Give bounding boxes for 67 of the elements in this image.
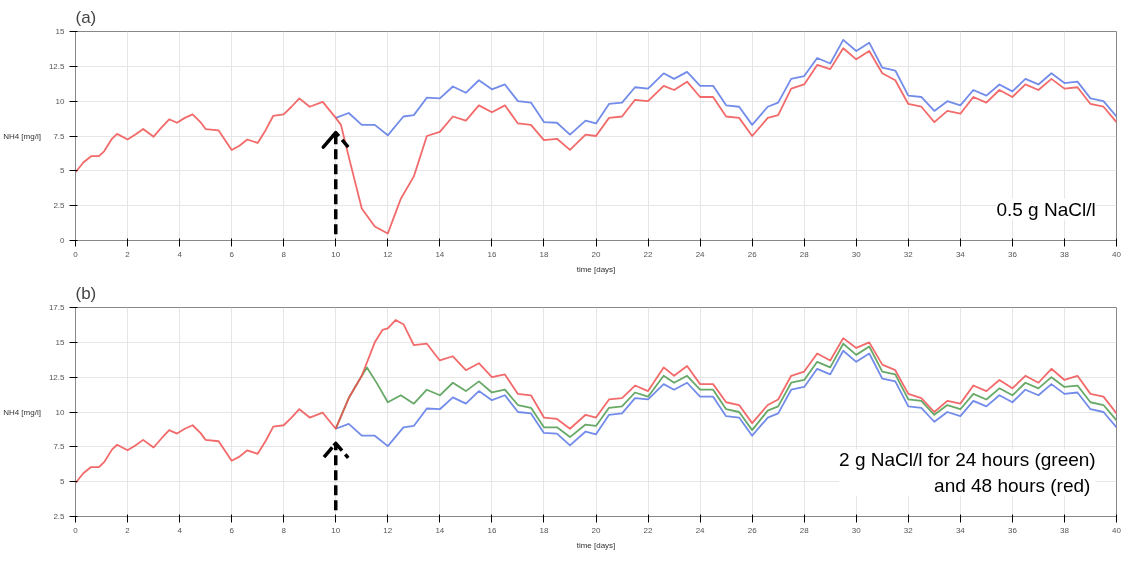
y-tick-label: 10 — [55, 407, 66, 417]
x-tick-label: 30 — [851, 525, 862, 535]
x-tick-label: 8 — [281, 249, 287, 259]
y-tick-label: 12.5 — [48, 61, 66, 71]
x-tick-label: 18 — [539, 525, 549, 535]
x-tick-label: 20 — [591, 525, 601, 535]
annotation: 2 g NaCl/l for 24 hours (green) and 48 hours (red) — [839, 449, 1096, 496]
x-tick-label: 40 — [1112, 525, 1122, 535]
x-tick-label: 2 — [125, 525, 131, 535]
y-tick-label: 12.5 — [48, 372, 66, 382]
x-tick-label: 6 — [229, 525, 235, 535]
y-tick-label: 5 — [60, 477, 66, 487]
x-tick-label: 2 — [125, 249, 131, 259]
x-tick-label: 12 — [383, 249, 393, 259]
y-tick-label: 2.5 — [53, 512, 66, 521]
y-tick-label: 5 — [60, 166, 66, 176]
line-series — [334, 38, 1117, 137]
y-tick-label: 10 — [55, 96, 66, 106]
line-series — [334, 349, 1117, 448]
y-tick-label: 2.5 — [53, 201, 66, 211]
y-tick-label: 7.5 — [53, 131, 66, 141]
x-tick-label: 38 — [1060, 525, 1070, 535]
x-tick-label: 32 — [903, 249, 914, 259]
chart-title: (b) — [75, 283, 97, 303]
x-tick-label: 6 — [229, 249, 235, 259]
y-tick-label: 0 — [60, 236, 66, 245]
x-tick-label: 34 — [955, 249, 966, 259]
x-tick-label: 22 — [643, 249, 654, 259]
x-tick-label: 38 — [1060, 249, 1070, 259]
x-axis-title: time [days] — [576, 540, 616, 550]
y-axis-title: NH4 [mg/l] — [3, 131, 41, 141]
x-tick-label: 10 — [331, 525, 341, 535]
x-tick-label: 14 — [435, 525, 445, 535]
x-axis-title: time [days] — [576, 264, 616, 274]
chart-title: (a) — [75, 7, 97, 27]
x-tick-label: 16 — [487, 249, 497, 259]
x-tick-label: 30 — [851, 249, 862, 259]
y-tick-label: 15 — [55, 337, 66, 347]
x-tick-label: 28 — [799, 249, 810, 259]
x-tick-label: 28 — [799, 525, 810, 535]
y-tick-label: 17.5 — [48, 303, 66, 312]
x-tick-label: 26 — [747, 525, 758, 535]
x-tick-label: 32 — [903, 525, 914, 535]
x-tick-label: 8 — [281, 525, 287, 535]
x-tick-label: 40 — [1112, 249, 1122, 259]
x-tick-label: 18 — [539, 249, 549, 259]
x-tick-label: 26 — [747, 249, 758, 259]
x-tick-label: 4 — [177, 525, 183, 535]
x-tick-label: 16 — [487, 525, 497, 535]
x-tick-label: 12 — [383, 525, 393, 535]
x-tick-label: 36 — [1007, 525, 1018, 535]
x-tick-label: 14 — [435, 249, 445, 259]
x-tick-label: 10 — [331, 249, 341, 259]
x-tick-label: 20 — [591, 249, 601, 259]
x-tick-label: 34 — [955, 525, 966, 535]
x-tick-label: 4 — [177, 249, 183, 259]
x-tick-label: 36 — [1007, 249, 1018, 259]
x-tick-label: 22 — [643, 525, 654, 535]
x-tick-label: 0 — [73, 249, 79, 259]
line-series — [75, 47, 1117, 235]
x-tick-label: 24 — [695, 525, 706, 535]
y-axis-title: NH4 [mg/l] — [3, 407, 41, 417]
x-tick-label: 0 — [73, 525, 79, 535]
annotation: 0.5 g NaCl/l — [996, 198, 1096, 220]
y-tick-label: 15 — [55, 27, 66, 36]
x-tick-label: 24 — [695, 249, 706, 259]
y-tick-label: 7.5 — [53, 442, 66, 452]
